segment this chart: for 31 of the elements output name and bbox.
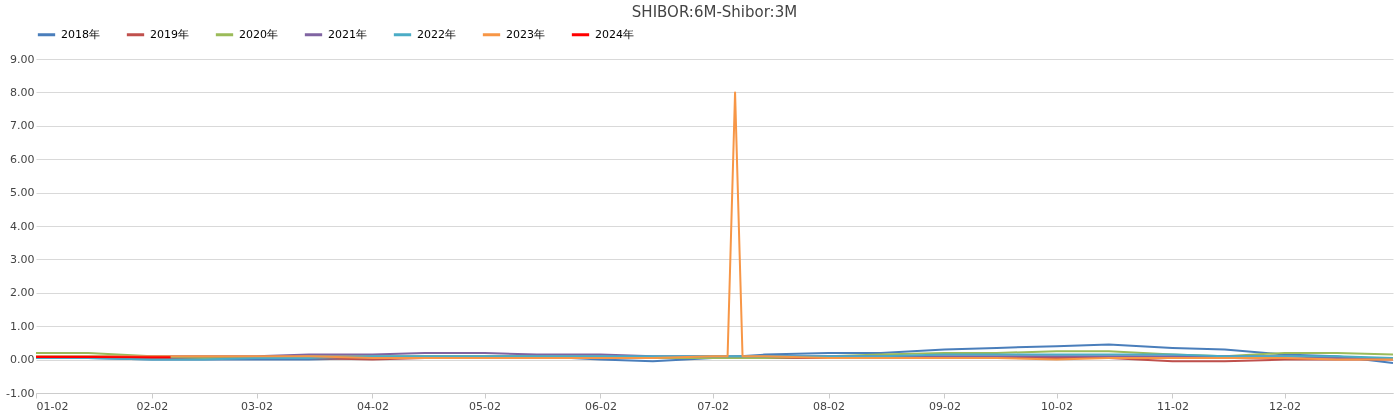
chart-title: SHIBOR:6M-Shibor:3M bbox=[631, 3, 798, 21]
x-tick-label: 06-02 bbox=[585, 399, 617, 413]
x-tick-label: 11-02 bbox=[1156, 399, 1189, 413]
x-tick-label: 10-02 bbox=[1041, 399, 1074, 413]
x-tick-label: 07-02 bbox=[697, 399, 730, 413]
y-tick-label: 4.00 bbox=[10, 219, 35, 233]
legend-label: 2024年 bbox=[595, 27, 634, 41]
x-tick-label: 01-02 bbox=[36, 399, 69, 413]
x-tick-label: 09-02 bbox=[928, 399, 961, 413]
legend-label: 2021年 bbox=[328, 27, 367, 41]
legend-label: 2023年 bbox=[506, 27, 545, 41]
x-tick-label: 12-02 bbox=[1269, 399, 1302, 413]
y-tick-label: 2.00 bbox=[10, 286, 35, 300]
legend-label: 2019年 bbox=[150, 27, 189, 41]
y-tick-label: 1.00 bbox=[10, 319, 35, 333]
legend-label: 2022年 bbox=[417, 27, 456, 41]
y-tick-label: 5.00 bbox=[10, 186, 35, 200]
y-tick-label: -1.00 bbox=[6, 386, 35, 400]
x-tick-label: 05-02 bbox=[469, 399, 502, 413]
legend-label: 2020年 bbox=[239, 27, 278, 41]
x-tick-label: 02-02 bbox=[136, 399, 169, 413]
y-tick-label: 8.00 bbox=[10, 85, 35, 99]
y-tick-label: 0.00 bbox=[10, 353, 35, 367]
x-tick-label: 03-02 bbox=[241, 399, 274, 413]
y-tick-label: 7.00 bbox=[10, 119, 35, 133]
y-tick-label: 9.00 bbox=[10, 52, 35, 66]
legend-label: 2018年 bbox=[61, 27, 100, 41]
x-tick-label: 08-02 bbox=[813, 399, 845, 413]
y-tick-label: 6.00 bbox=[10, 152, 35, 166]
x-tick-label: 04-02 bbox=[356, 399, 389, 413]
y-tick-label: 3.00 bbox=[10, 252, 35, 266]
